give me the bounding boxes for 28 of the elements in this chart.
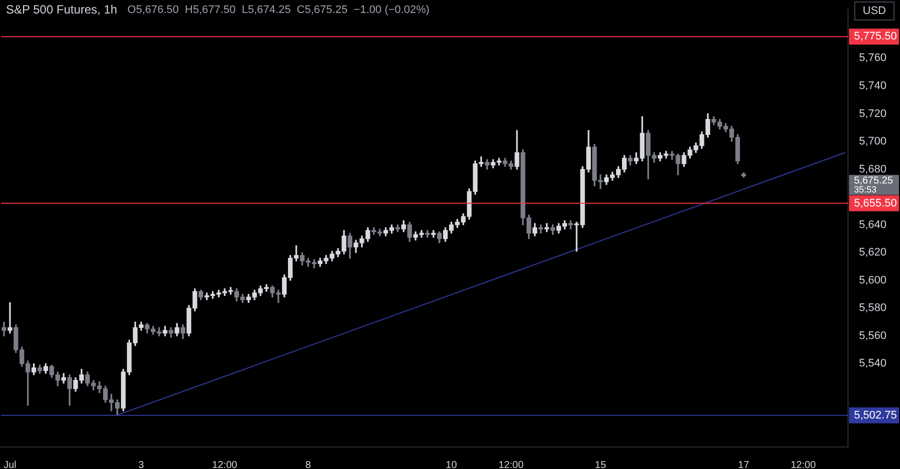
x-tick-label: 10 [446, 460, 458, 469]
ref-line-label: 5,502.75 [854, 409, 897, 422]
x-tick-label: 8 [305, 460, 312, 469]
y-tick-label: 5,680 [859, 163, 887, 176]
y-tick-label: 5,760 [859, 52, 887, 64]
y-tick-label: 5,580 [859, 302, 887, 314]
y-tick-label: 5,560 [859, 330, 887, 342]
ref-line-label: 5,775.50 [854, 30, 897, 43]
y-tick-label: 5,700 [859, 136, 887, 148]
x-tick-label: 12:00 [212, 460, 238, 469]
annotation: O5,676.50 H5,677.50 L5,674.25 C5,675.25 −1.00 (−0.02%) [127, 4, 430, 16]
y-tick-label: 5,740 [859, 80, 887, 92]
y-tick-label: 5,600 [859, 274, 887, 286]
x-tick-label: Jul [4, 460, 16, 469]
chart-title: S&P 500 Futures, 1h [6, 2, 118, 16]
y-axis-title: USD [862, 5, 886, 18]
x-tick-label: 17 [738, 460, 750, 469]
y-tick-label: 5,640 [859, 218, 887, 231]
y-tick-label: 5,720 [859, 108, 887, 120]
text: 5,675.25 [854, 176, 894, 187]
text: 35:53 [854, 184, 877, 194]
y-tick-label: 5,620 [859, 246, 887, 259]
x-tick-label: 12:00 [498, 460, 524, 469]
x-tick-label: 12:00 [790, 460, 816, 469]
x-tick-label: 3 [138, 460, 144, 469]
x-tick-label: 15 [594, 460, 606, 469]
ref-line-label: 5,655.50 [854, 197, 897, 210]
y-tick-label: 5,540 [859, 358, 887, 370]
